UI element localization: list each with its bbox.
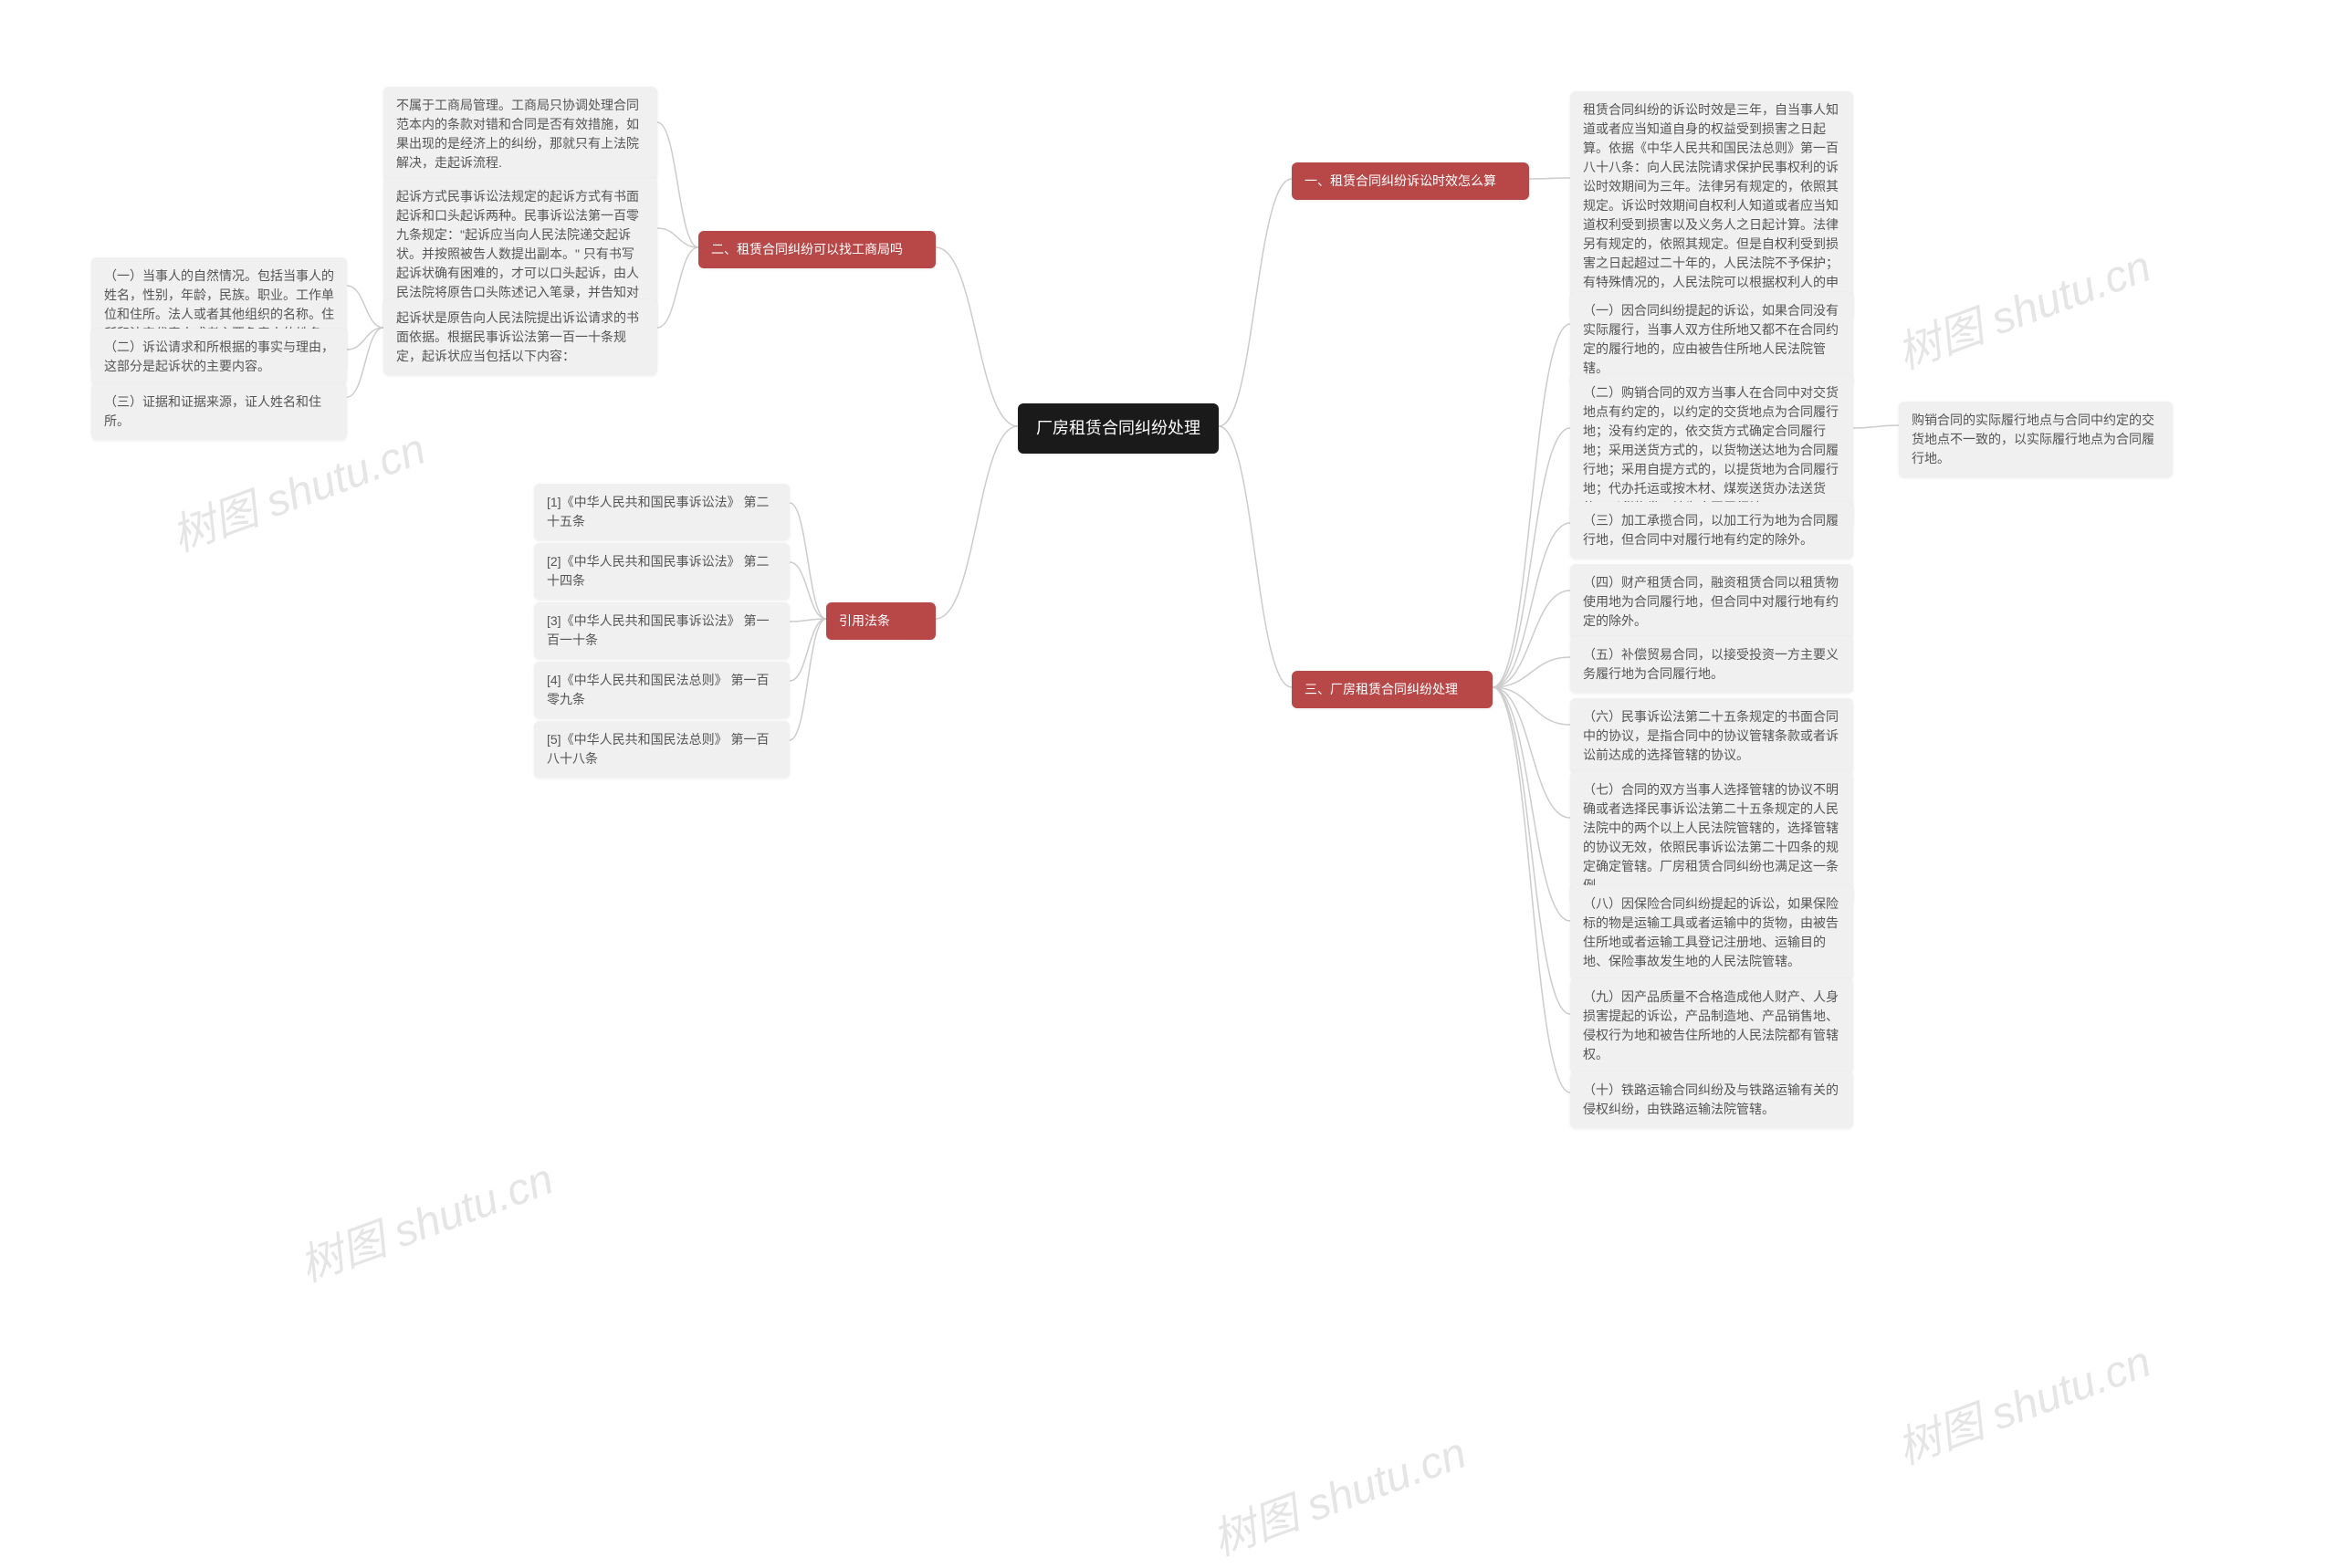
mindmap-node: （十）铁路运输合同纠纷及与铁路运输有关的侵权纠纷，由铁路运输法院管辖。 [1570,1071,1853,1128]
mindmap-node: 起诉状是原告向人民法院提出诉讼请求的书面依据。根据民事诉讼法第一百一十条规定，起… [383,299,657,375]
mindmap-node: （四）财产租赁合同，融资租赁合同以租赁物使用地为合同履行地，但合同中对履行地有约… [1570,564,1853,640]
mindmap-node: [2]《中华人民共和国民事诉讼法》 第二十四条 [534,543,790,600]
mindmap-node: （五）补偿贸易合同，以接受投资一方主要义务履行地为合同履行地。 [1570,636,1853,693]
mindmap-node: [5]《中华人民共和国民法总则》 第一百八十八条 [534,721,790,778]
mindmap-node: 三、厂房租赁合同纠纷处理 [1292,671,1493,708]
mindmap-node: （六）民事诉讼法第二十五条规定的书面合同中的协议，是指合同中的协议管辖条款或者诉… [1570,698,1853,774]
mindmap-node: 厂房租赁合同纠纷处理 [1018,403,1219,454]
mindmap-node: （一）因合同纠纷提起的诉讼，如果合同没有实际履行，当事人双方住所地又都不在合同约… [1570,292,1853,387]
mindmap-node: （三）加工承揽合同，以加工行为地为合同履行地，但合同中对履行地有约定的除外。 [1570,502,1853,559]
mindmap-node: 不属于工商局管理。工商局只协调处理合同范本内的条款对错和合同是否有效措施，如果出… [383,87,657,182]
mindmap-node: [1]《中华人民共和国民事诉讼法》 第二十五条 [534,484,790,540]
mindmap-node: 二、租赁合同纠纷可以找工商局吗 [698,231,936,268]
mindmap-node: （二）诉讼请求和所根据的事实与理由，这部分是起诉状的主要内容。 [91,329,347,385]
mindmap-node: 租赁合同纠纷的诉讼时效是三年，自当事人知道或者应当知道自身的权益受到损害之日起算… [1570,91,1853,320]
mindmap-node: 引用法条 [826,602,936,640]
mindmap-node: （三）证据和证据来源，证人姓名和住所。 [91,383,347,440]
mindmap-node: 一、租赁合同纠纷诉讼时效怎么算 [1292,162,1529,200]
mindmap-node: 购销合同的实际履行地点与合同中约定的交货地点不一致的，以实际履行地点为合同履行地… [1899,402,2173,477]
mindmap-node: [4]《中华人民共和国民法总则》 第一百零九条 [534,662,790,718]
mindmap-node: [3]《中华人民共和国民事诉讼法》 第一百一十条 [534,602,790,659]
mindmap-node: （九）因产品质量不合格造成他人财产、人身损害提起的诉讼，产品制造地、产品销售地、… [1570,978,1853,1073]
mindmap-node: （八）因保险合同纠纷提起的诉讼，如果保险标的物是运输工具或者运输中的货物，由被告… [1570,885,1853,980]
